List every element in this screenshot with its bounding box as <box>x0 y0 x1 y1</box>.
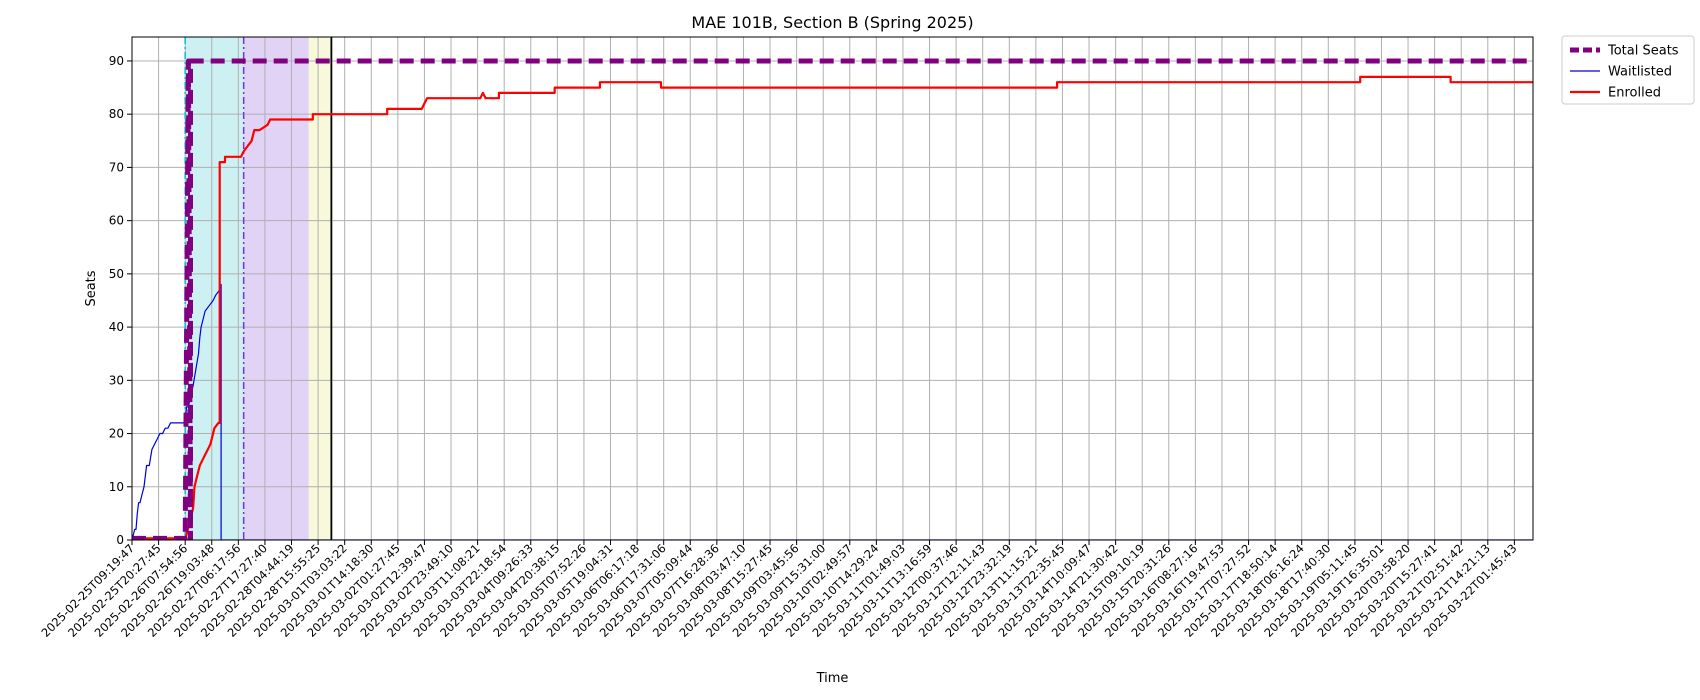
legend-box <box>1561 35 1695 105</box>
legend-label: Waitlisted <box>1608 65 1672 80</box>
y-tick-label: 50 <box>109 267 124 281</box>
y-tick-label: 90 <box>109 54 124 68</box>
series-line-enrolled <box>132 75 1533 540</box>
y-tick-label: 80 <box>109 107 124 121</box>
x-axis-label: Time <box>816 671 849 686</box>
y-tick-label: 70 <box>109 160 124 174</box>
series-line-waitlisted <box>132 283 1533 540</box>
y-tick-label: 10 <box>109 480 124 494</box>
y-axis-ticks: 0 10 20 30 40 50 60 70 80 90 <box>109 54 132 547</box>
series-line-total-seats <box>132 58 1533 540</box>
y-tick-label: 20 <box>109 427 124 441</box>
y-tick-label: 40 <box>109 320 124 334</box>
y-axis-label: Seats <box>84 270 99 306</box>
shaded-region-1 <box>243 37 309 540</box>
y-tick-label: 30 <box>109 373 124 387</box>
shaded-region-0 <box>185 37 244 540</box>
grid <box>131 37 1533 541</box>
series-lines <box>132 58 1533 540</box>
legend-label: Total Seats <box>1607 44 1679 59</box>
shaded-regions <box>185 37 332 540</box>
legend: Total Seats Waitlisted Enrolled <box>1561 35 1695 105</box>
chart-title: MAE 101B, Section B (Spring 2025) <box>691 13 973 32</box>
plot-frame <box>131 36 1534 541</box>
y-tick-label: 60 <box>109 214 124 228</box>
legend-label: Enrolled <box>1608 86 1661 101</box>
x-axis-ticks: 2025-02-25T09:19:472025-02-25T20:27:4520… <box>38 540 1520 640</box>
y-tick-label: 0 <box>116 533 124 547</box>
shaded-region-2 <box>308 37 332 540</box>
